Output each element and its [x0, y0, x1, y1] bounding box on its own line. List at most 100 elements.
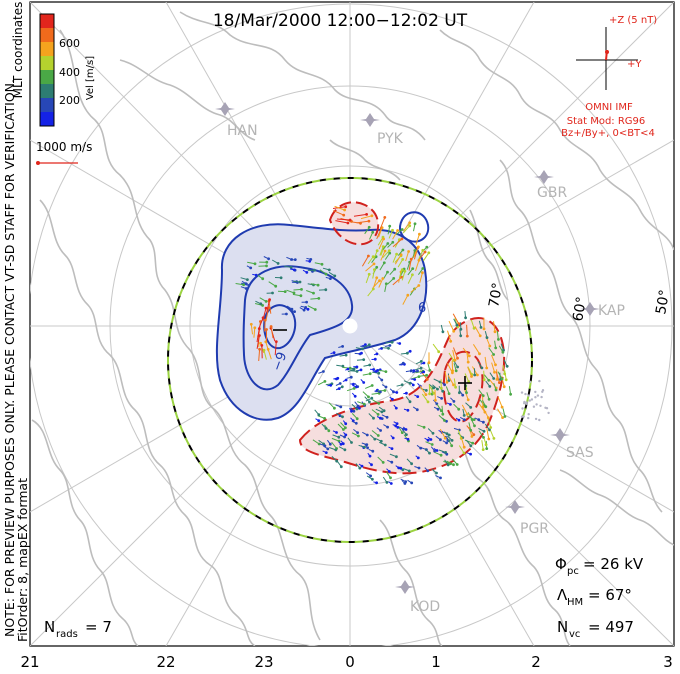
- vector: [314, 262, 323, 265]
- grey-point: [534, 390, 537, 394]
- vector: [401, 479, 406, 484]
- grey-point: [541, 389, 545, 392]
- vector: [318, 371, 324, 374]
- vector: [381, 347, 389, 349]
- vector: [319, 269, 327, 275]
- vector: [377, 236, 384, 246]
- vector: [402, 426, 407, 430]
- vector: [367, 256, 374, 265]
- station-kap-label: KAP: [598, 303, 625, 319]
- vector: [413, 246, 419, 258]
- station-kod: KOD: [395, 580, 440, 615]
- station-gbr-label: GBR: [537, 185, 567, 201]
- vector: [377, 376, 383, 381]
- vector: [263, 256, 269, 260]
- vector: [328, 402, 335, 409]
- vector: [504, 370, 507, 380]
- vector: [310, 283, 319, 286]
- vector: [376, 427, 381, 431]
- grey-point: [528, 380, 532, 384]
- vector: [321, 423, 327, 429]
- vector: [388, 481, 392, 484]
- vector: [397, 249, 404, 256]
- vector: [440, 324, 444, 332]
- vector: [345, 368, 349, 371]
- vector: [372, 371, 379, 374]
- vector: [486, 428, 490, 440]
- velocity-vectors: [235, 205, 550, 485]
- vector: [317, 380, 326, 386]
- map-title: 18/Mar/2000 12:00−12:02 UT: [213, 11, 468, 31]
- ref-vector-dot: [36, 161, 40, 165]
- vector: [462, 347, 470, 357]
- vector: [491, 354, 496, 365]
- vector: [381, 384, 387, 388]
- positive-cell-fill-north: [330, 202, 379, 245]
- grey-point: [524, 392, 527, 396]
- stations: HAN PYK GBR KAP SAS PGR KOD: [215, 102, 625, 615]
- grey-point: [527, 394, 530, 397]
- vector: [417, 424, 425, 428]
- vector: [355, 347, 363, 350]
- vector: [265, 307, 270, 320]
- vector: [286, 289, 295, 294]
- grey-point: [534, 417, 538, 421]
- vector: [380, 217, 386, 229]
- vector: [235, 283, 244, 286]
- grey-point: [544, 406, 547, 409]
- vector: [412, 250, 416, 258]
- positive-contour-inner: [442, 350, 484, 423]
- imf-condition: Bz+/By+, 0<BT<4: [561, 128, 655, 139]
- vector: [474, 325, 481, 337]
- vector: [334, 205, 345, 211]
- stat-nrads-symbol: N: [44, 618, 55, 636]
- vector: [371, 256, 377, 264]
- vector: [417, 268, 424, 275]
- colorbar-swatches: [40, 14, 54, 127]
- vector: [496, 330, 499, 340]
- vector: [299, 307, 305, 311]
- vector: [400, 363, 405, 366]
- vector: [433, 447, 438, 451]
- vector: [336, 412, 343, 418]
- vector: [484, 330, 488, 338]
- vector: [432, 343, 440, 352]
- vector: [468, 422, 472, 431]
- vector: [389, 388, 394, 393]
- vector: [405, 370, 412, 373]
- vector: [258, 349, 261, 362]
- vector: [414, 466, 420, 469]
- vector: [357, 369, 362, 372]
- vector: [328, 271, 336, 277]
- preview-note: NOTE: FOR PREVIEW PURPOSES ONLY. PLEASE …: [2, 79, 17, 637]
- vector: [494, 340, 497, 348]
- vector: [447, 330, 452, 342]
- vector: [365, 397, 373, 402]
- vector: [289, 268, 295, 271]
- vector: [333, 210, 344, 216]
- vector: [387, 241, 394, 248]
- grey-point: [521, 407, 524, 410]
- vector: [453, 347, 458, 359]
- vector: [444, 371, 448, 383]
- vector: [467, 366, 472, 377]
- vector: [474, 417, 479, 421]
- vector: [478, 389, 484, 397]
- station-gbr: GBR: [534, 170, 567, 201]
- vector: [466, 324, 468, 337]
- vector: [338, 441, 342, 445]
- stat-nrads-value: = 7: [85, 618, 112, 636]
- imf-z-label: +Z (5 nT): [609, 15, 657, 26]
- lat-label-70: 70°: [486, 281, 506, 308]
- stat-phi-value: = 26 kV: [583, 555, 644, 573]
- vector: [318, 439, 324, 445]
- vector: [342, 379, 347, 383]
- vector: [392, 230, 399, 240]
- vector: [259, 297, 267, 302]
- vector: [485, 380, 491, 387]
- vector: [290, 309, 295, 313]
- vector: [478, 430, 484, 438]
- vector: [363, 344, 370, 348]
- vector: [368, 413, 374, 419]
